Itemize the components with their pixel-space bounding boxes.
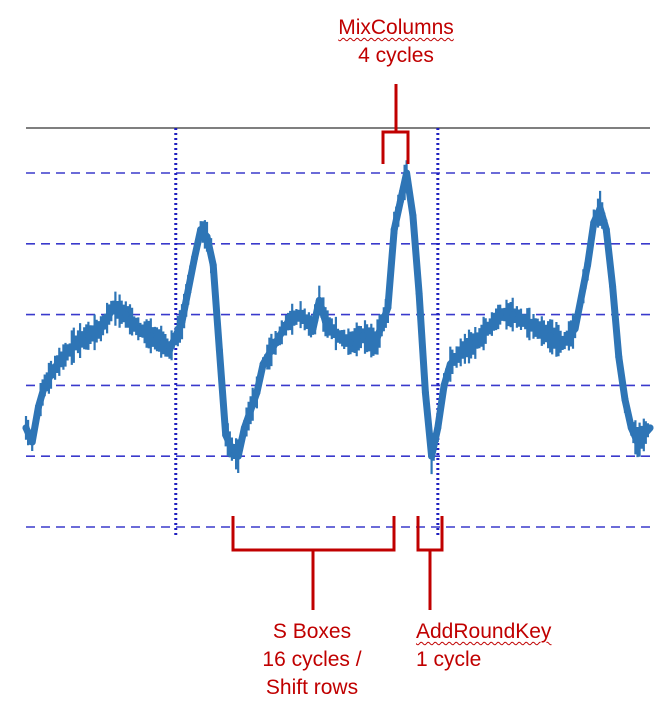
series-0-point-57 [584,261,592,269]
series-0-point-50 [496,311,504,319]
addroundkey-bracket [416,516,444,610]
series-0-point-64 [627,424,635,432]
series-0-point-8 [109,304,117,311]
series-0-point-39 [403,169,411,177]
series-0-point-54 [546,332,554,340]
sboxes-label-line1: S Boxes [272,620,352,643]
series-0-point-18 [209,261,217,269]
series-0-point-30 [315,296,323,304]
series-0-point-24 [253,389,261,396]
series-0-point-42 [421,389,429,396]
series-0-point-61 [609,282,617,290]
mixcolumns-label: MixColumns 4 cycles [300,14,492,70]
series-0-point-53 [534,325,542,333]
addroundkey-label: AddRoundKey 1 cycle [416,618,586,674]
series-0-point-60 [602,226,610,234]
series-0-point-4 [53,360,61,368]
series-0-point-32 [334,332,342,340]
series-0-point-37 [390,226,398,234]
series-0-point-2 [35,403,42,411]
sboxes-label: S Boxes 16 cycles / Shift rows [230,618,394,702]
series-0-point-26 [272,339,280,347]
series-0-point-46 [446,360,454,368]
series-0-point-10 [134,325,142,333]
series-0-point-59 [596,204,604,212]
series-0-point-27 [284,318,292,326]
sboxes-label-line2: 16 cycles / [262,648,362,671]
series-0-point-45 [440,381,448,389]
series-0-point-34 [359,332,367,340]
series-0-point-14 [178,318,186,326]
series-0-point-28 [297,311,305,319]
series-0-point-48 [471,339,479,347]
grid-layer [26,127,650,535]
sboxes-label-line3: Shift rows [265,676,359,699]
series-0-point-5 [72,339,80,347]
series-0-point-7 [97,325,105,333]
series-0-point-56 [571,325,579,333]
series-0-point-31 [322,318,329,326]
series-0-point-19 [215,346,223,354]
series-0-point-36 [384,304,392,311]
series-0-point-47 [459,346,467,354]
series-0-point-38 [396,197,404,205]
series-0-point-16 [197,226,205,234]
series-0-point-21 [228,445,236,453]
mixcolumns-label-line1: MixColumns [338,16,454,39]
series-0-point-15 [191,254,198,262]
series-0-point-52 [521,318,529,326]
series-0-point-49 [484,325,492,333]
series-0-point-22 [234,452,242,460]
annotation-brackets [231,84,444,610]
mixcolumns-bracket [381,84,410,164]
series-0-point-62 [615,353,623,361]
series-0-point-33 [347,339,354,347]
series-0-point-58 [590,219,598,227]
series-0-point-63 [621,396,629,404]
addroundkey-label-line1: AddRoundKey [416,620,552,643]
series-0-point-44 [434,424,442,432]
series-layer [22,160,654,475]
series-0-point-13 [166,346,173,354]
series-0-point-6 [84,332,92,340]
series-0-point-0 [22,424,30,432]
series-0-point-43 [428,452,436,460]
series-0-point-20 [222,431,230,439]
series-0-point-55 [559,339,567,347]
series-0-point-41 [415,289,423,297]
series-0-point-23 [240,424,248,432]
series-0-point-51 [509,311,517,319]
series-0-point-35 [371,339,379,347]
series-0-point-29 [309,325,317,333]
series-0-point-17 [203,233,211,241]
series-0-point-66 [640,431,648,439]
series-0-point-12 [159,339,167,347]
series-0-point-1 [28,438,36,446]
addroundkey-label-line2: 1 cycle [416,648,482,671]
series-0-point-3 [41,381,49,389]
series-0-point-65 [634,438,641,446]
mixcolumns-label-line2: 4 cycles [358,44,434,67]
series-0-point-9 [122,311,130,319]
series-0-point-25 [259,360,267,368]
sboxes-bracket [231,516,396,610]
series-0-point-67 [646,424,654,432]
series-0-point-40 [409,212,417,219]
series-noise-0 [24,160,649,475]
series-0-point-11 [147,332,155,340]
